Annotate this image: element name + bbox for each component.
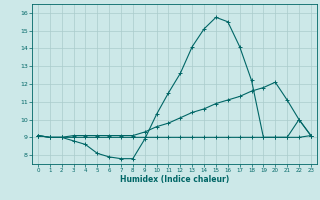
X-axis label: Humidex (Indice chaleur): Humidex (Indice chaleur): [120, 175, 229, 184]
